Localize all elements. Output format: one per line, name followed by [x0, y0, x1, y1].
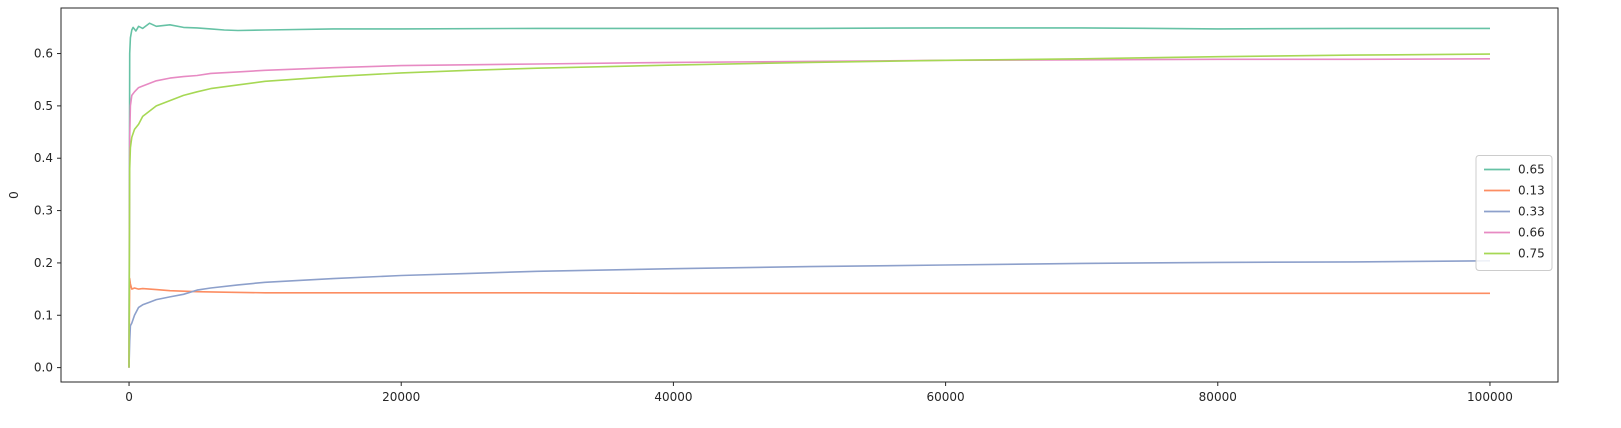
- y-tick-label: 0.0: [34, 361, 53, 375]
- y-tick-label: 0.3: [34, 204, 53, 218]
- legend-label: 0.13: [1518, 184, 1545, 198]
- series-line-4: [128, 53, 1491, 368]
- plot-frame: [60, 7, 1559, 383]
- y-tick-label: 0.4: [34, 151, 53, 165]
- y-axis-label: 0: [7, 191, 21, 199]
- y-tick-label: 0.6: [34, 47, 53, 61]
- x-tick-label: 0: [125, 390, 133, 404]
- legend-label: 0.75: [1518, 247, 1545, 261]
- legend-label: 0.65: [1518, 163, 1545, 177]
- y-tick-label: 0.1: [34, 308, 53, 322]
- x-tick-label: 100000: [1467, 390, 1513, 404]
- legend: 0.65 0.13 0.33 0.66 0.75: [1475, 155, 1553, 271]
- series-line-2: [128, 260, 1491, 368]
- legend-box: [1475, 155, 1553, 271]
- series-line-0: [128, 22, 1490, 368]
- x-tick-label: 40000: [654, 390, 692, 404]
- legend-label: 0.33: [1518, 205, 1545, 219]
- series-line-1: [128, 277, 1490, 368]
- y-tick-label: 0.2: [34, 256, 53, 270]
- legend-label: 0.66: [1518, 226, 1545, 240]
- y-tick-label: 0.5: [34, 99, 53, 113]
- series-layer: [128, 22, 1491, 368]
- x-tick-label: 60000: [926, 390, 964, 404]
- y-axis-ticks: 0.0 0.1 0.2 0.3 0.4 0.5 0.6: [34, 47, 61, 375]
- x-tick-label: 80000: [1199, 390, 1237, 404]
- x-axis-ticks: 0 20000 40000 60000 80000 100000: [125, 382, 1513, 404]
- x-tick-label: 20000: [382, 390, 420, 404]
- series-line-3: [128, 58, 1491, 368]
